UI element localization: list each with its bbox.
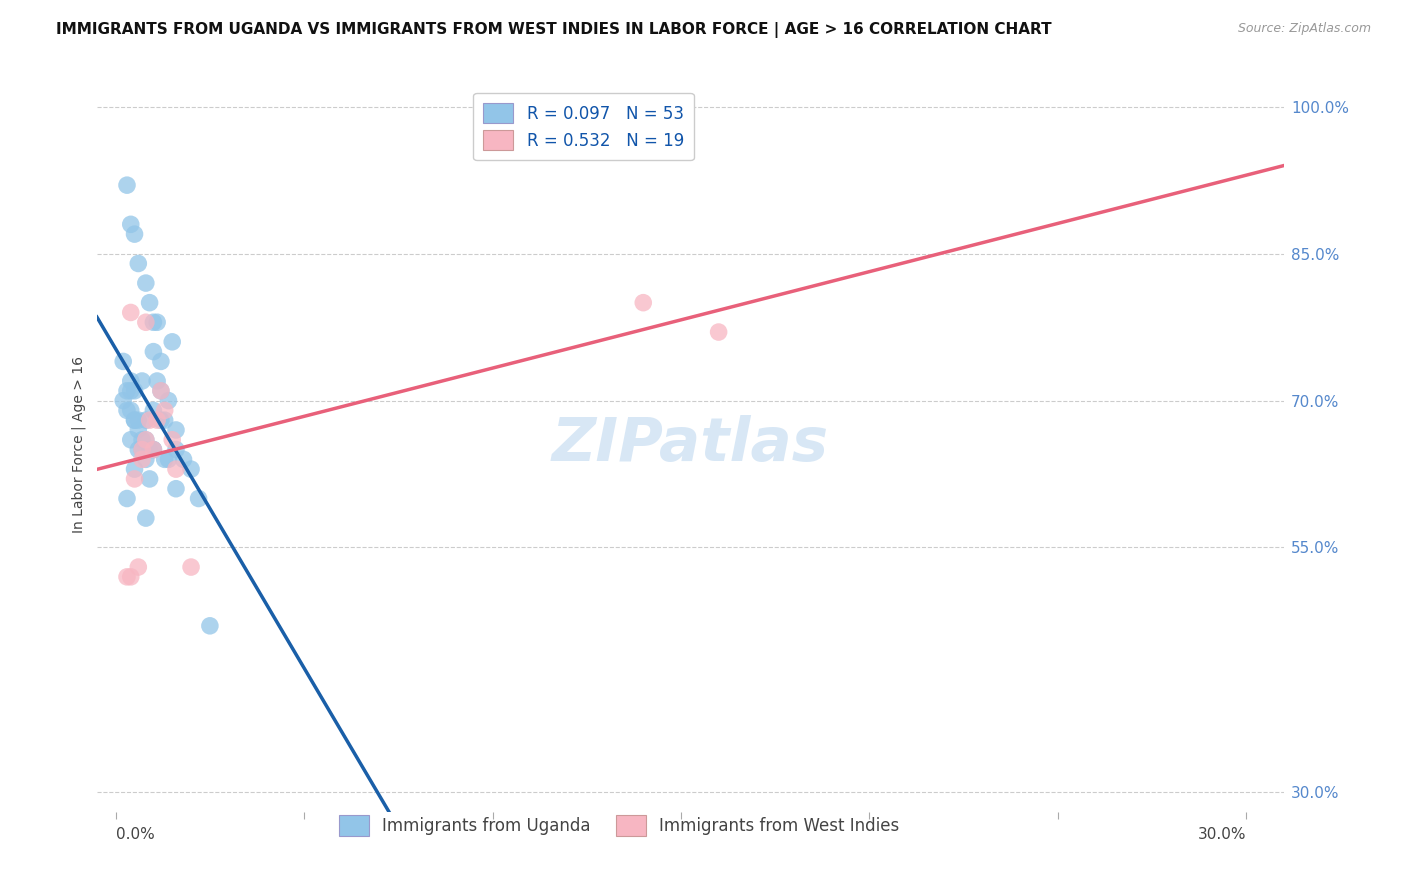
Point [149,413,172,427]
Point [135,433,157,447]
Point [135,452,157,467]
Text: Source: ZipAtlas.com: Source: ZipAtlas.com [1237,22,1371,36]
Point [124,413,146,427]
Point [180,560,202,574]
Point [138,295,160,310]
Point [115,384,138,398]
Point [165,423,187,437]
Text: 30.0%: 30.0% [1198,827,1246,841]
Point [142,315,165,329]
Point [153,413,176,427]
Point [153,403,176,417]
Point [146,374,169,388]
Point [198,619,221,633]
Point [115,178,138,193]
Point [165,462,187,476]
Point [160,334,183,349]
Point [165,482,187,496]
Point [127,413,149,427]
Point [149,384,172,398]
Point [115,570,138,584]
Point [131,433,153,447]
Point [138,472,160,486]
Point [633,295,655,310]
Point [120,570,142,584]
Point [187,491,209,506]
Y-axis label: In Labor Force | Age > 16: In Labor Force | Age > 16 [72,356,86,533]
Point [115,403,138,417]
Point [120,374,142,388]
Point [131,442,153,457]
Point [124,472,146,486]
Point [142,442,165,457]
Point [142,442,165,457]
Point [142,442,165,457]
Point [142,403,165,417]
Point [146,413,169,427]
Point [146,315,169,329]
Point [127,256,149,270]
Point [160,433,183,447]
Point [124,227,146,241]
Point [135,315,157,329]
Point [165,442,187,457]
Point [157,452,180,467]
Point [120,403,142,417]
Legend: Immigrants from Uganda, Immigrants from West Indies: Immigrants from Uganda, Immigrants from … [330,807,908,844]
Point [131,442,153,457]
Text: IMMIGRANTS FROM UGANDA VS IMMIGRANTS FROM WEST INDIES IN LABOR FORCE | AGE > 16 : IMMIGRANTS FROM UGANDA VS IMMIGRANTS FRO… [56,22,1052,38]
Point [135,276,157,290]
Point [124,413,146,427]
Point [127,560,149,574]
Text: 0.0%: 0.0% [115,827,155,841]
Point [120,384,142,398]
Text: ZIPatlas: ZIPatlas [551,415,830,475]
Point [707,325,730,339]
Point [149,384,172,398]
Point [149,354,172,368]
Point [173,452,195,467]
Point [120,217,142,231]
Point [135,413,157,427]
Point [157,393,180,408]
Point [135,433,157,447]
Point [138,413,160,427]
Point [112,354,135,368]
Point [142,344,165,359]
Point [127,423,149,437]
Point [138,442,160,457]
Point [153,452,176,467]
Point [112,393,135,408]
Point [124,384,146,398]
Point [135,511,157,525]
Point [120,305,142,319]
Point [124,462,146,476]
Point [180,462,202,476]
Point [127,442,149,457]
Point [120,433,142,447]
Point [115,491,138,506]
Point [131,374,153,388]
Point [131,452,153,467]
